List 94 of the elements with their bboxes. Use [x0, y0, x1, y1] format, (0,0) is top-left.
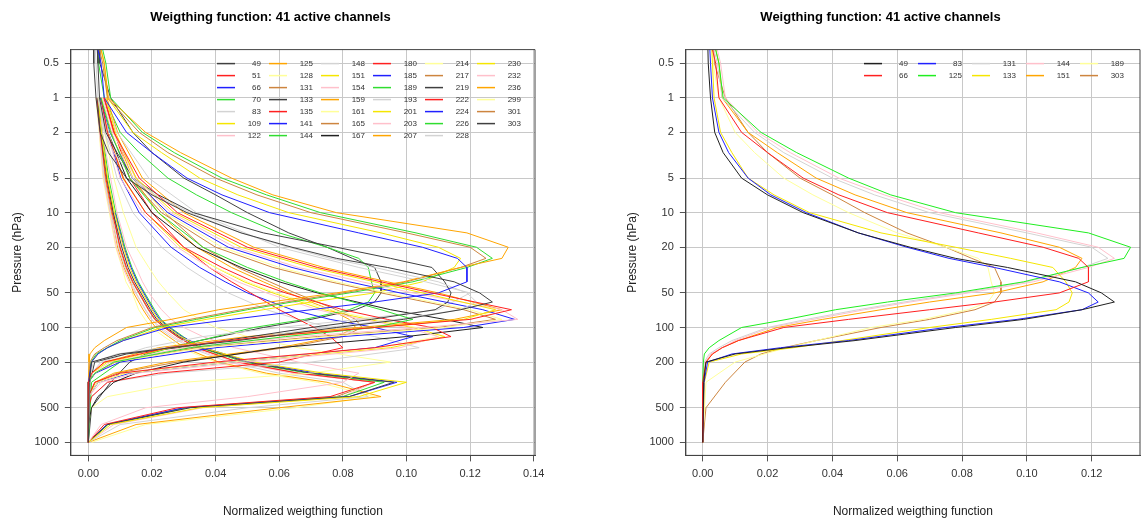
- y-tick-label: 1000: [649, 435, 674, 448]
- legend-label: 125: [299, 58, 314, 68]
- legend-label: 301: [507, 106, 522, 116]
- legend-label: 151: [1056, 70, 1071, 80]
- legend-label: 303: [1110, 70, 1125, 80]
- legend-label: 141: [299, 118, 314, 128]
- legend-label: 51: [252, 70, 262, 80]
- y-tick-label: 0.5: [658, 56, 674, 69]
- x-axis-title: Normalized weigthing function: [832, 504, 993, 519]
- y-tick-label: 50: [46, 285, 59, 298]
- x-tick-label: 0.04: [821, 467, 844, 480]
- x-tick-label: 0.10: [395, 467, 418, 480]
- legend-label: 49: [252, 58, 262, 68]
- y-tick-label: 1000: [34, 435, 59, 448]
- x-tick-label: 0.00: [77, 467, 100, 480]
- legend-label: 144: [299, 130, 314, 140]
- legend-label: 232: [507, 70, 522, 80]
- y-tick-label: 500: [655, 400, 674, 413]
- legend-label: 151: [351, 70, 366, 80]
- y-tick-label: 2: [667, 125, 674, 138]
- y-tick-label: 200: [40, 355, 59, 368]
- x-tick-label: 0.00: [692, 467, 714, 480]
- legend-label: 66: [252, 82, 262, 92]
- x-tick-label: 0.12: [459, 467, 481, 480]
- legend-label: 49: [899, 58, 909, 68]
- y-tick-label: 200: [655, 355, 674, 368]
- legend-label: 161: [351, 106, 366, 116]
- x-tick-label: 0.02: [756, 467, 779, 480]
- x-tick-label: 0.10: [1016, 467, 1038, 480]
- y-tick-label: 20: [46, 240, 59, 253]
- x-tick-label: 0.08: [332, 467, 354, 480]
- legend-label: 185: [403, 70, 418, 80]
- legend-label: 133: [1002, 70, 1017, 80]
- legend-label: 159: [351, 94, 366, 104]
- legend-label: 228: [455, 130, 470, 140]
- legend-label: 201: [403, 106, 418, 116]
- y-tick-label: 1: [52, 90, 59, 103]
- y-tick-label: 10: [46, 205, 59, 218]
- legend-label: 131: [299, 82, 314, 92]
- legend-label: 144: [1056, 58, 1071, 68]
- legend-label: 83: [953, 58, 963, 68]
- x-tick-label: 0.08: [951, 467, 973, 480]
- y-axis-title: Pressure (hPa): [624, 212, 639, 293]
- y-tick-label: 50: [661, 285, 674, 298]
- legend-label: 303: [507, 118, 522, 128]
- legend-label: 226: [455, 118, 470, 128]
- y-tick-label: 5: [667, 171, 674, 184]
- y-tick-label: 2: [52, 125, 59, 138]
- legend-label: 165: [351, 118, 366, 128]
- legend-label: 128: [299, 70, 314, 80]
- x-tick-label: 0.02: [141, 467, 163, 480]
- y-tick-label: 500: [40, 400, 59, 413]
- legend-label: 109: [247, 118, 262, 128]
- y-tick-label: 20: [661, 240, 674, 253]
- legend-label: 207: [403, 130, 418, 140]
- legend-label: 214: [455, 58, 470, 68]
- legend-label: 219: [455, 82, 470, 92]
- legend-label: 230: [507, 58, 522, 68]
- chart-title: Weigthing function: 41 active channels: [760, 9, 1001, 25]
- legend-label: 154: [351, 82, 366, 92]
- x-axis-title: Normalized weigthing function: [222, 504, 383, 519]
- x-tick-label: 0.06: [886, 467, 908, 480]
- legend-label: 83: [252, 106, 262, 116]
- y-tick-label: 100: [655, 320, 674, 333]
- x-tick-label: 0.14: [523, 467, 545, 480]
- legend-label: 217: [455, 70, 470, 80]
- legend-label: 236: [507, 82, 522, 92]
- legend-label: 189: [1110, 58, 1125, 68]
- y-tick-label: 10: [661, 205, 674, 218]
- x-tick-label: 0.12: [1080, 467, 1103, 480]
- legend-label: 180: [403, 58, 418, 68]
- legend-label: 125: [948, 70, 963, 80]
- legend-label: 203: [403, 118, 418, 128]
- chart-title: Weigthing function: 41 active channels: [150, 9, 391, 25]
- y-tick-label: 5: [52, 171, 59, 184]
- y-axis-title: Pressure (hPa): [9, 212, 24, 293]
- legend-label: 131: [1002, 58, 1017, 68]
- legend-label: 193: [403, 94, 418, 104]
- y-tick-label: 1: [667, 90, 674, 103]
- legend-label: 189: [403, 82, 418, 92]
- legend-label: 222: [455, 94, 470, 104]
- y-tick-label: 100: [40, 320, 59, 333]
- legend-label: 224: [455, 106, 470, 116]
- x-tick-label: 0.06: [268, 467, 290, 480]
- x-tick-label: 0.04: [204, 467, 227, 480]
- legend-label: 66: [899, 70, 909, 80]
- legend-label: 148: [351, 58, 366, 68]
- legend-label: 135: [299, 106, 314, 116]
- legend-label: 299: [507, 94, 522, 104]
- legend-label: 133: [299, 94, 314, 104]
- legend-label: 167: [351, 130, 366, 140]
- y-tick-label: 0.5: [43, 56, 59, 69]
- legend-label: 70: [252, 94, 262, 104]
- legend-label: 122: [247, 130, 262, 140]
